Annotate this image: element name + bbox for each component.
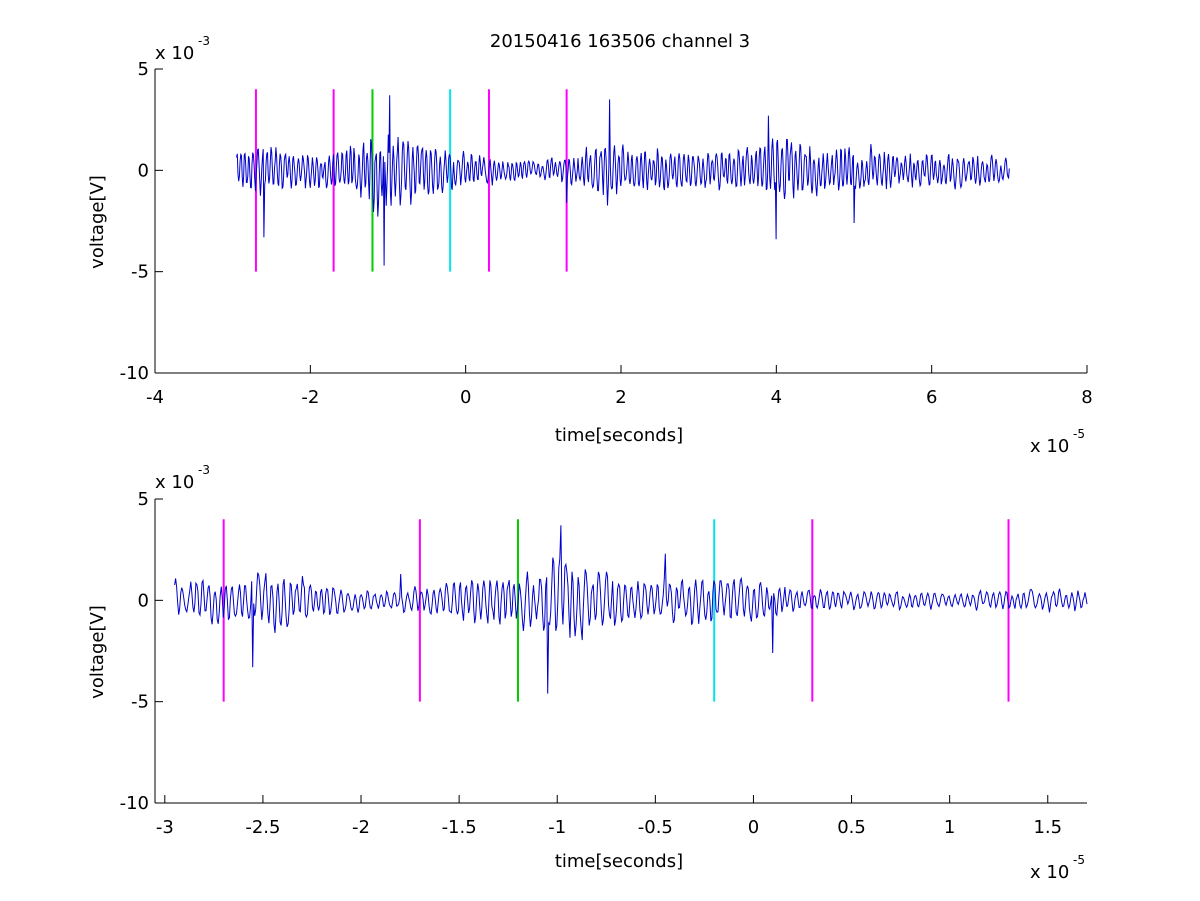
bottom-xlabel: time[seconds] (555, 851, 683, 872)
top-x-tick-label: -4 (146, 387, 164, 408)
bottom-x-tick-label: 0 (748, 817, 759, 838)
top-y-tick-label: -5 (131, 262, 149, 283)
bottom-x-tick-label: 1.5 (1033, 817, 1062, 838)
top-y-tick-label: -10 (120, 363, 149, 384)
top-x-exponent-base: x 10 (1030, 436, 1069, 457)
top-x-exponent-power: -5 (1073, 427, 1085, 441)
top-ticks: -4 -2 0 2 4 6 8 -10 -5 0 5 (120, 59, 1093, 408)
top-x-tick-label: 6 (926, 387, 937, 408)
bottom-x-tick-label: 1 (944, 817, 955, 838)
bottom-y-exponent-power: -3 (198, 463, 210, 477)
top-x-tick-label: -2 (301, 387, 319, 408)
bottom-y-exponent: x 10 -3 (155, 463, 210, 493)
bottom-ylabel: voltage[V] (87, 605, 108, 699)
top-y-tick-label: 5 (138, 59, 149, 80)
top-signal (236, 95, 1010, 266)
bottom-x-tick-label: -2 (352, 817, 370, 838)
top-xlabel: time[seconds] (555, 425, 683, 446)
top-x-tick-label: 4 (771, 387, 782, 408)
bottom-x-tick-label: -1.5 (442, 817, 477, 838)
bottom-x-tick-label: -3 (156, 817, 174, 838)
bottom-x-exponent-base: x 10 (1030, 862, 1069, 883)
top-plot: -4 -2 0 2 4 6 8 -10 -5 0 5 time[seconds] voltage[V… (87, 34, 1093, 457)
bottom-axes (154, 499, 1087, 804)
top-x-tick-label: 8 (1081, 387, 1092, 408)
bottom-y-exponent-base: x 10 (155, 472, 194, 493)
top-y-exponent-power: -3 (198, 34, 210, 48)
top-y-exponent-base: x 10 (155, 43, 194, 64)
bottom-y-tick-label: 0 (138, 590, 149, 611)
top-axes (154, 69, 1087, 374)
top-x-exponent: x 10 -5 (1030, 427, 1085, 457)
bottom-x-tick-label: -0.5 (638, 817, 673, 838)
bottom-signal-line (174, 525, 1088, 694)
top-y-exponent: x 10 -3 (155, 34, 210, 64)
bottom-x-exponent-power: -5 (1073, 853, 1085, 867)
bottom-y-tick-label: -5 (131, 692, 149, 713)
bottom-plot: -3 -2.5 -2 -1.5 -1 -0.5 0 0.5 1 1.5 -10 -5 0 5 time[s… (87, 463, 1088, 883)
bottom-y-tick-label: 5 (138, 489, 149, 510)
figure-title: 20150416 163506 channel 3 (490, 31, 750, 52)
bottom-signal (174, 525, 1088, 694)
bottom-ticks: -3 -2.5 -2 -1.5 -1 -0.5 0 0.5 1 1.5 -10 -5 0 5 (120, 489, 1062, 838)
top-ylabel: voltage[V] (87, 175, 108, 269)
top-x-tick-label: 2 (615, 387, 626, 408)
bottom-x-tick-label: -1 (548, 817, 566, 838)
top-signal-line (236, 95, 1010, 266)
bottom-x-exponent: x 10 -5 (1030, 853, 1085, 883)
bottom-y-tick-label: -10 (120, 793, 149, 814)
bottom-x-tick-label: -2.5 (245, 817, 280, 838)
top-x-tick-label: 0 (460, 387, 471, 408)
bottom-x-tick-label: 0.5 (837, 817, 866, 838)
top-y-tick-label: 0 (138, 160, 149, 181)
